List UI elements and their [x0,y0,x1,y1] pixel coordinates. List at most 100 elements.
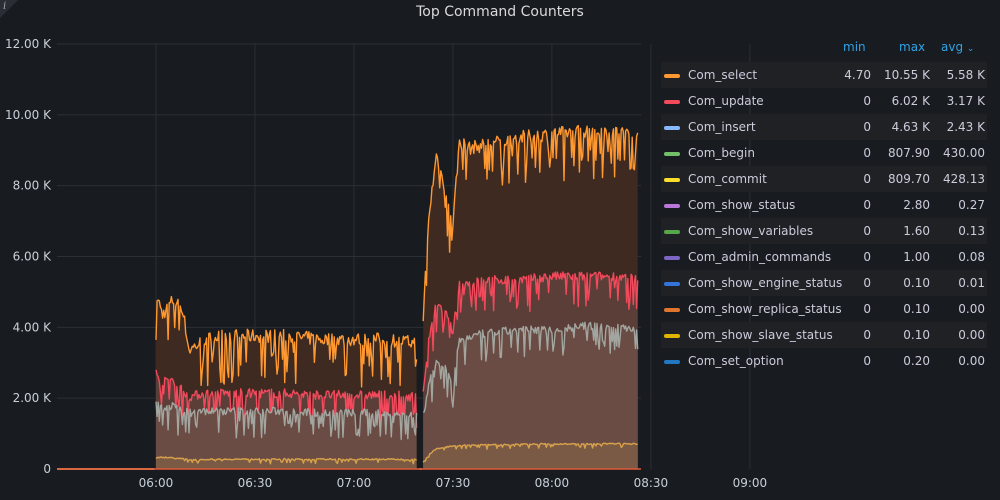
legend-color-swatch [664,178,680,182]
x-tick-label: 08:30 [634,476,669,490]
legend-item-com-show-replica-status[interactable]: Com_show_replica_status 0 0.10 0.00 [661,296,987,322]
legend-avg-value: 0.08 [958,250,985,264]
legend-min-value: 0 [863,354,871,368]
legend-min-value: 0 [863,172,871,186]
legend-color-swatch [664,360,680,364]
y-tick-label: 12.00 K [5,37,52,51]
legend-max-value: 1.60 [903,224,930,238]
legend-max-value: 0.10 [903,328,930,342]
legend-color-swatch [664,282,680,286]
legend-header-max[interactable]: max [899,40,926,54]
legend-color-swatch [664,204,680,208]
legend-max-value: 0.20 [903,354,930,368]
legend-series-name: Com_insert [688,120,756,134]
legend-color-swatch [664,256,680,260]
legend-avg-value: 3.17 K [946,94,985,108]
y-tick-label: 0 [43,462,51,476]
legend-color-swatch [664,230,680,234]
legend-min-value: 0 [863,120,871,134]
legend-min-value: 0 [863,328,871,342]
legend-avg-value: 0.01 [958,276,985,290]
series-area [423,443,638,469]
series-line [155,456,417,465]
legend-series-name: Com_select [688,68,758,82]
legend-item-com-select[interactable]: Com_select 4.70 10.55 K 5.58 K [661,62,987,88]
legend-item-com-admin-commands[interactable]: Com_admin_commands 0 1.00 0.08 [661,244,987,270]
legend-color-swatch [664,334,680,338]
y-tick-label: 6.00 K [13,250,53,264]
panel-info-corner[interactable] [0,0,18,18]
legend-avg-value: 5.58 K [946,68,985,82]
y-tick-label: 2.00 K [13,391,53,405]
y-tick-label: 8.00 K [13,179,53,193]
series-com-insert [57,321,639,470]
legend-series-name: Com_update [688,94,764,108]
legend-avg-value: 0.27 [958,198,985,212]
legend-item-com-begin[interactable]: Com_begin 0 807.90 430.00 [661,140,987,166]
legend-max-value: 4.63 K [891,120,930,134]
legend-max-value: 0.10 [903,276,930,290]
legend-max-value: 6.02 K [891,94,930,108]
legend-header-avg[interactable]: avg ⌄ [941,40,975,54]
series-line [155,401,418,441]
legend-series-name: Com_show_variables [688,224,814,238]
legend-avg-value: 0.00 [958,354,985,368]
legend-avg-value: 0.00 [958,328,985,342]
panel-title[interactable]: Top Command Counters [416,4,584,20]
legend-max-value: 0.10 [903,302,930,316]
legend-header-min[interactable]: min [843,40,866,54]
legend-item-com-commit[interactable]: Com_commit 0 809.70 428.13 [661,166,987,192]
series-line [422,271,639,392]
legend-color-swatch [664,126,680,130]
legend-avg-value: 0.00 [958,302,985,316]
legend-max-value: 807.90 [888,146,930,160]
legend-series-name: Com_show_replica_status [688,302,842,316]
legend-series-name: Com_begin [688,146,755,160]
legend-series-name: Com_show_engine_status [688,276,843,290]
chart-legend: min max avg ⌄ Com_select 4.70 10.55 K 5.58 … [661,40,987,374]
series-line [155,369,418,429]
chevron-down-icon: ⌄ [966,44,975,54]
series-line [422,442,638,463]
x-tick-label: 06:30 [238,476,273,490]
legend-item-com-set-option[interactable]: Com_set_option 0 0.20 0.00 [661,348,987,374]
legend-series-name: Com_commit [688,172,767,186]
legend-item-com-insert[interactable]: Com_insert 0 4.63 K 2.43 K [661,114,987,140]
series-line [155,295,418,388]
legend-min-value: 0 [863,224,871,238]
x-tick-label: 06:00 [139,476,174,490]
x-tick-label: 09:00 [733,476,768,490]
legend-min-value: 0 [863,302,871,316]
series-area [423,322,638,469]
legend-item-com-update[interactable]: Com_update 0 6.02 K 3.17 K [661,88,987,114]
legend-avg-value: 0.13 [958,224,985,238]
legend-max-value: 1.00 [903,250,930,264]
y-tick-label: 4.00 K [13,320,53,334]
legend-color-swatch [664,100,680,104]
legend-min-value: 4.70 [844,68,871,82]
legend-min-value: 0 [863,146,871,160]
legend-item-com-show-variables[interactable]: Com_show_variables 0 1.60 0.13 [661,218,987,244]
x-tick-label: 07:30 [436,476,471,490]
legend-item-com-show-engine-status[interactable]: Com_show_engine_status 0 0.10 0.01 [661,270,987,296]
legend-header: min max avg ⌄ [661,40,987,62]
legend-color-swatch [664,152,680,156]
legend-item-com-show-status[interactable]: Com_show_status 0 2.80 0.27 [661,192,987,218]
legend-max-value: 2.80 [903,198,930,212]
y-tick-label: 10.00 K [5,108,52,122]
x-tick-label: 07:00 [337,476,372,490]
series-area [156,457,417,469]
x-tick-label: 08:00 [535,476,570,490]
series-area [156,401,417,469]
legend-min-value: 0 [863,250,871,264]
legend-avg-value: 430.00 [943,146,985,160]
legend-series-name: Com_show_status [688,198,796,212]
legend-max-value: 809.70 [888,172,930,186]
series-com-commit [57,442,638,470]
legend-avg-value: 428.13 [943,172,985,186]
legend-avg-value: 2.43 K [946,120,985,134]
legend-item-com-show-slave-status[interactable]: Com_show_slave_status 0 0.10 0.00 [661,322,987,348]
info-icon[interactable]: i [3,1,7,12]
legend-min-value: 0 [863,198,871,212]
